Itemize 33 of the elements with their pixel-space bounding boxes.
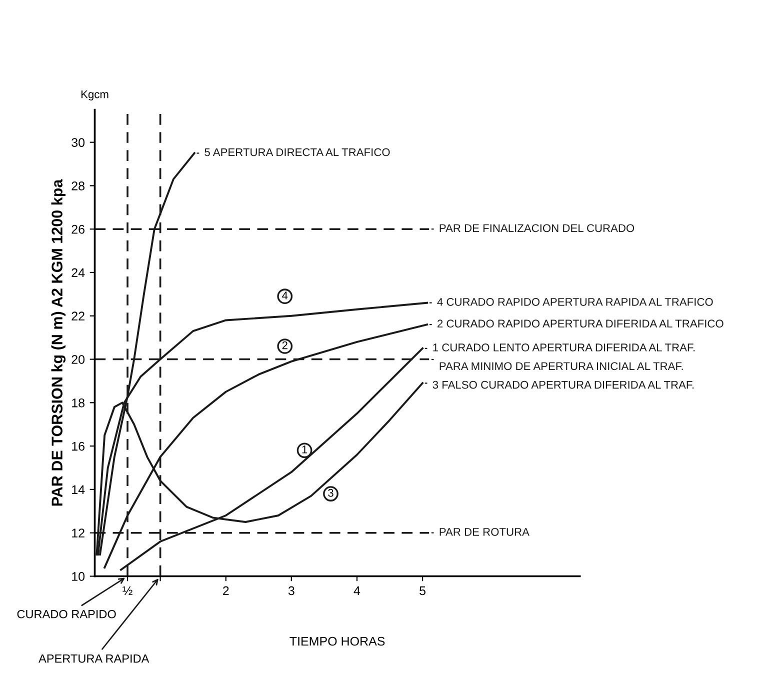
legend-label: 2 CURADO RAPIDO APERTURA DIFERIDA AL TRAFICO: [438, 320, 724, 328]
x-tick-label: ½: [122, 586, 132, 596]
y-tick-label: 22: [72, 312, 84, 320]
x-tick-label: 5: [420, 586, 426, 596]
y-tick-label: 26: [72, 224, 84, 234]
text: Kgcm: [81, 90, 108, 100]
ref-line-label: APERTURA RAPIDA: [38, 654, 150, 663]
y-tick-label: 12: [72, 528, 84, 538]
y-tick-label: 30: [72, 138, 85, 147]
y-tick-label: 18: [72, 398, 84, 408]
y-axis-title: PAR DE TORSION kg (N m) A2 KGM 1200 kpa: [51, 179, 66, 506]
annotation: 1: [302, 446, 308, 454]
legend-label: 1 CURADO LENTO APERTURA DIFERIDA AL TRAF.: [433, 344, 695, 352]
legend-label: 5 APERTURA DIRECTA AL TRAFICO: [204, 148, 390, 156]
annotation: 4: [282, 292, 288, 300]
x-tick-label: 4: [354, 586, 360, 596]
annotation: 2: [282, 341, 288, 350]
y-tick-label: 14: [72, 485, 85, 494]
ref-line-label: PAR DE ROTURA: [440, 528, 530, 536]
ref-line-label: CURADO RAPIDO: [17, 610, 116, 618]
ref-line-label: PARA MINIMO DE APERTURA INICIAL AL TRAF.: [440, 362, 683, 370]
y-tick-label: 10: [72, 572, 85, 581]
x-tick-label: 2: [223, 586, 229, 596]
x-tick-label: 3: [288, 586, 294, 596]
y-tick-label: 20: [72, 355, 85, 364]
legend-label: 4 CURADO RAPIDO APERTURA RAPIDA AL TRAFICO: [437, 298, 713, 306]
annotation: 3: [328, 488, 334, 497]
x-axis-title: TIEMPO HORAS: [290, 636, 385, 646]
y-tick-label: 16: [72, 442, 84, 451]
legend-label: 3 FALSO CURADO APERTURA DIFERIDA AL TRAF.: [432, 380, 694, 389]
y-tick-label: 24: [72, 268, 85, 278]
ref-line-label: PAR DE FINALIZACION DEL CURADO: [440, 224, 634, 232]
y-tick-label: 28: [72, 182, 84, 190]
